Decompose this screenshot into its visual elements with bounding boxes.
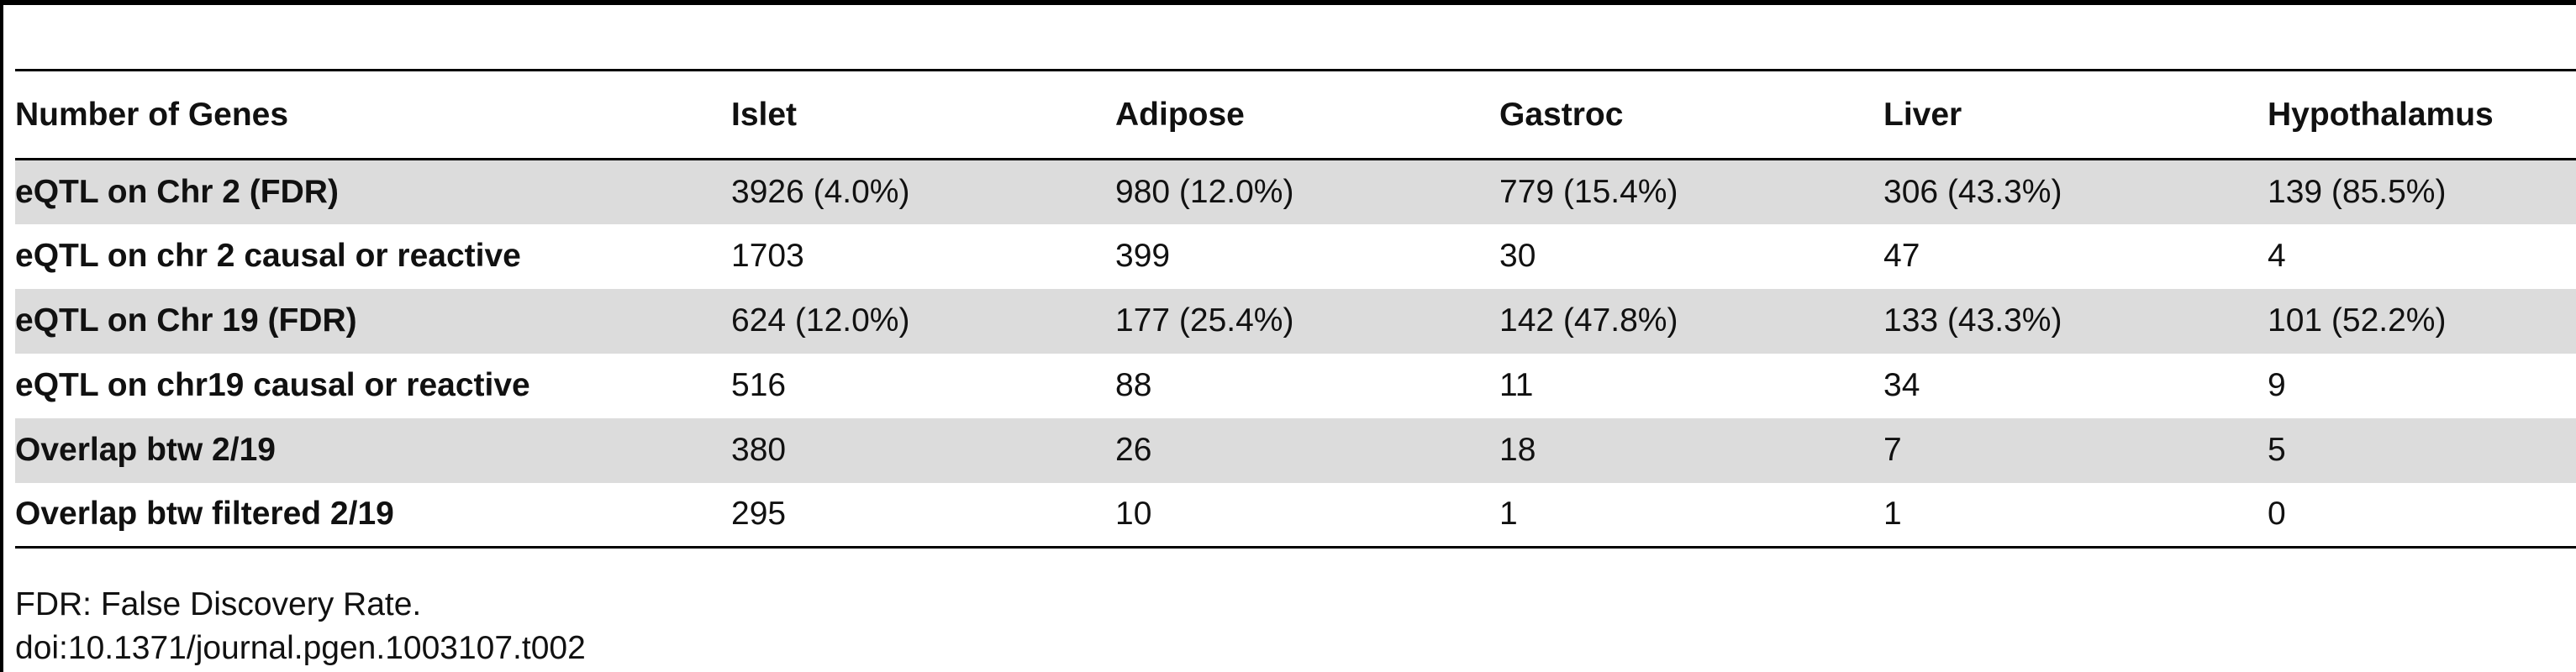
top-rule [0,0,2576,5]
table-cell: 142 (47.8%) [1499,302,1678,339]
footnote-doi: doi:10.1371/journal.pgen.1003107.t002 [15,630,586,666]
table-cell: 306 (43.3%) [1883,173,2062,210]
table-container: Number of Genes Islet Adipose Gastroc Li… [15,69,2576,549]
column-header-liver: Liver [1883,96,1962,133]
footnote-abbreviation: FDR: False Discovery Rate. [15,586,422,622]
table-cell: 1 [1883,496,1902,533]
table-cell: 30 [1499,238,1536,274]
table-cell: 0 [2268,496,2286,533]
table-cell: 10 [1115,496,1152,533]
table-cell: 1 [1499,496,1518,533]
table-cell: 516 [731,367,787,403]
table-row: eQTL on Chr 19 (FDR) 624 (12.0%) 177 (25… [15,288,2576,354]
table-cell: 101 (52.2%) [2268,302,2447,339]
row-label: Overlap btw 2/19 [15,432,276,468]
row-label: Overlap btw filtered 2/19 [15,496,394,533]
table-cell: 139 (85.5%) [2268,173,2447,210]
table-cell: 3926 (4.0%) [731,173,910,210]
table-cell: 1703 [731,238,804,274]
table-cell: 7 [1883,432,1902,468]
row-label: eQTL on Chr 2 (FDR) [15,173,339,210]
table-row: Overlap btw 2/19 380 26 18 7 5 [15,417,2576,483]
column-header-hypothalamus: Hypothalamus [2268,96,2494,133]
table-cell: 47 [1883,238,1920,274]
column-header-islet: Islet [731,96,798,133]
table-cell: 4 [2268,238,2286,274]
table-body: eQTL on Chr 2 (FDR) 3926 (4.0%) 980 (12.… [15,159,2576,548]
table-cell: 88 [1115,367,1152,403]
row-label: eQTL on Chr 19 (FDR) [15,302,357,339]
table-cell: 9 [2268,367,2286,403]
header-row: Number of Genes Islet Adipose Gastroc Li… [15,70,2576,160]
table-header: Number of Genes Islet Adipose Gastroc Li… [15,70,2576,160]
table-cell: 624 (12.0%) [731,302,910,339]
table-cell: 779 (15.4%) [1499,173,1678,210]
table-cell: 980 (12.0%) [1115,173,1294,210]
row-label: eQTL on chr 2 causal or reactive [15,238,521,274]
table-cell: 380 [731,432,787,468]
table-cell: 5 [2268,432,2286,468]
gene-count-table: Number of Genes Islet Adipose Gastroc Li… [15,69,2576,549]
table-row: eQTL on chr19 causal or reactive 516 88 … [15,354,2576,418]
table-cell: 18 [1499,432,1536,468]
table-cell: 295 [731,496,787,533]
row-label: eQTL on chr19 causal or reactive [15,367,530,403]
table-cell: 399 [1115,238,1171,274]
column-header-adipose: Adipose [1115,96,1245,133]
table-row: eQTL on Chr 2 (FDR) 3926 (4.0%) 980 (12.… [15,159,2576,224]
table-cell: 133 (43.3%) [1883,302,2062,339]
table-cell: 11 [1499,367,1534,403]
left-edge-rule [0,0,3,672]
table-cell: 177 (25.4%) [1115,302,1294,339]
table-row: Overlap btw filtered 2/19 295 10 1 1 0 [15,483,2576,548]
table-cell: 34 [1883,367,1920,403]
table-cell: 26 [1115,432,1152,468]
column-header-number-of-genes: Number of Genes [15,96,289,133]
column-header-gastroc: Gastroc [1499,96,1624,133]
table-row: eQTL on chr 2 causal or reactive 1703 39… [15,224,2576,289]
